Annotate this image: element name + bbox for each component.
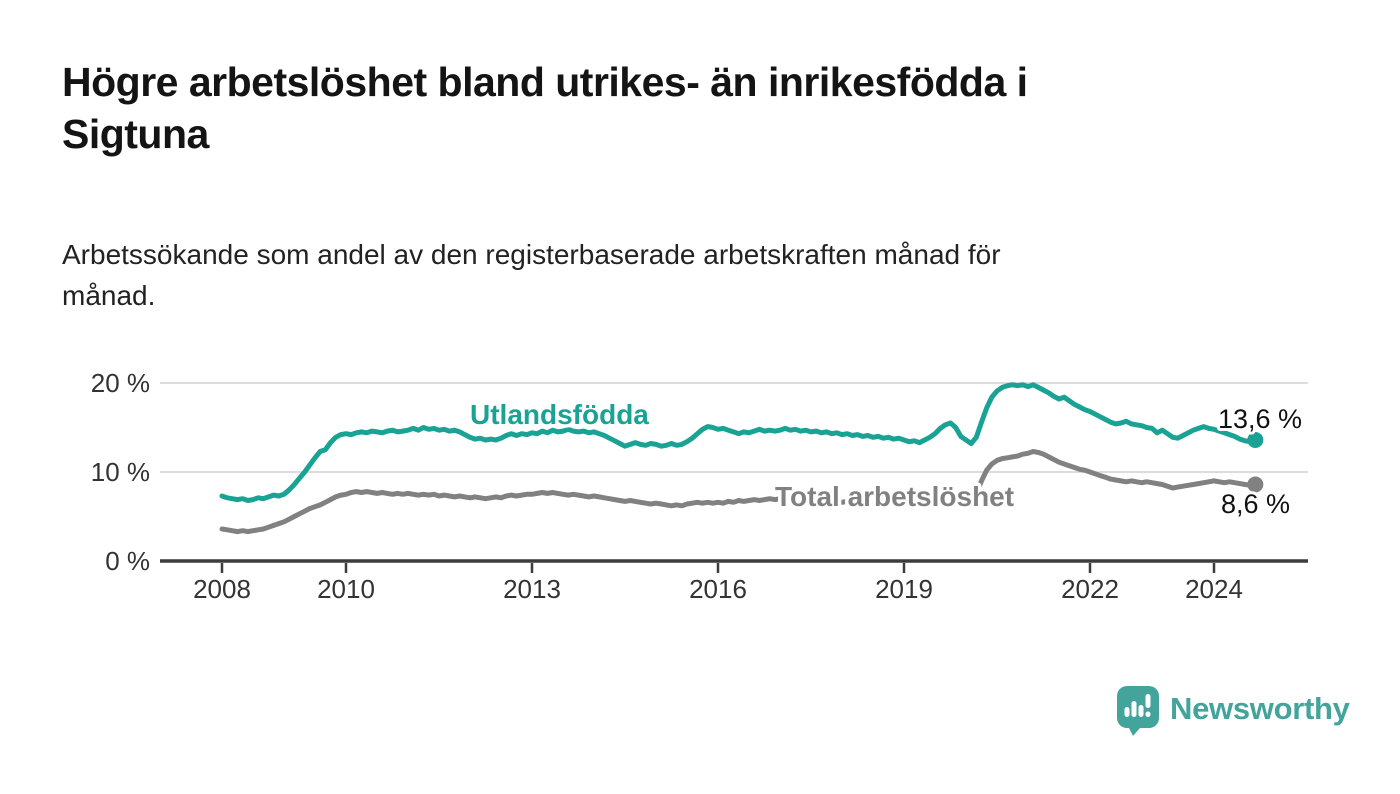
unemployment-line-chart: 2008 2010 2013 2016 2019 2022 2024 0 % 10 % 20 % U… [91,368,1308,604]
series-end-value-label-total: 8,6 % [1221,489,1290,519]
y-tick-label-0: 0 % [105,546,150,576]
series-line-total [219,449,1258,535]
page-title: Högre arbetslöshet bland utrikes- än inr… [62,56,1352,160]
logo-exclamation-bar [1145,694,1151,708]
page-subtitle: Arbetssökande som andel av den registerb… [62,234,1302,316]
newsworthy-logo-text: Newsworthy [1170,691,1350,726]
x-tick-label-2019: 2019 [875,574,933,604]
page-subtitle-line2: månad. [62,280,156,311]
y-tick-label-20: 20 % [91,368,150,398]
x-tick-label-2022: 2022 [1061,574,1119,604]
series-label-utlandsfodda: Utlandsfödda [470,399,649,430]
series-end-dot-utlandsfodda [1247,431,1264,448]
logo-bar-2 [1131,701,1137,717]
page-title-line1: Högre arbetslöshet bland utrikes- än inr… [62,59,1028,105]
y-tick-label-10: 10 % [91,457,150,487]
x-tick-label-2016: 2016 [689,574,747,604]
x-tick-label-2024: 2024 [1185,574,1243,604]
newsworthy-logo: Newsworthy [1117,686,1350,736]
logo-bar-3 [1138,705,1144,717]
x-tick-label-2013: 2013 [503,574,561,604]
page-title-line2: Sigtuna [62,111,209,157]
page-subtitle-line1: Arbetssökande som andel av den registerb… [62,239,1001,270]
x-tick-label-2008: 2008 [193,574,251,604]
x-tick-label-2010: 2010 [317,574,375,604]
newsworthy-logo-icon [1117,686,1159,736]
series-end-dot-total [1247,476,1264,493]
series-line-utlandsfodda [219,382,1258,503]
logo-bar-1 [1124,707,1130,717]
logo-bubble-shape [1117,686,1159,736]
logo-exclamation-dot [1145,711,1151,717]
series-end-value-label-utlandsfodda: 13,6 % [1218,404,1302,434]
series-label-total: Total arbetslöshet [775,481,1014,512]
